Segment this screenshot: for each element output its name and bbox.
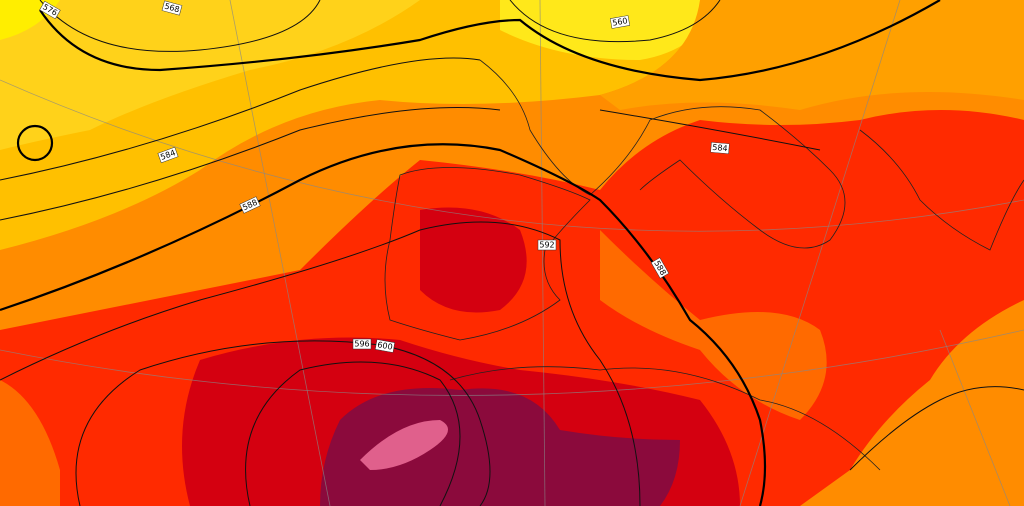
- contour: [16, 124, 54, 162]
- label-box: [537, 239, 557, 251]
- label-box: [39, 0, 61, 20]
- label-box: [609, 15, 631, 29]
- coast-north-africa: [449, 366, 881, 471]
- field-orange-ne: [600, 0, 1024, 110]
- field-pale-yellow: [500, 0, 720, 60]
- graticule: [0, 329, 1024, 396]
- field-orange-sea: [600, 230, 827, 420]
- contour-labels: 576 568 560 584 588 584 592 588 596 600: [39, 0, 730, 353]
- label-box: [239, 196, 261, 214]
- contour: [39, 0, 321, 52]
- contour-label: 592: [539, 241, 554, 250]
- graticule: [229, 0, 331, 506]
- contour: [0, 57, 481, 181]
- field-purple: [320, 388, 680, 506]
- contour-label: 600: [377, 340, 394, 352]
- contour-label: 596: [354, 340, 369, 349]
- graticule: [939, 329, 1011, 506]
- label-box: [650, 257, 670, 279]
- contour: [849, 386, 1024, 471]
- coast-iberia: [384, 167, 591, 341]
- label-box: [352, 338, 372, 350]
- contour-label: 568: [163, 2, 180, 15]
- contour: [0, 221, 641, 506]
- contour: [599, 109, 821, 151]
- contour: [39, 0, 941, 82]
- field-light-yellow: [0, 0, 420, 150]
- field-dark-red-iberia: [420, 207, 527, 313]
- contour-label: 560: [612, 16, 629, 28]
- field-orange-sw: [0, 380, 60, 506]
- graticule: [0, 79, 1024, 232]
- contour-label: 584: [712, 143, 728, 153]
- contour: [0, 143, 767, 506]
- field-pink: [360, 420, 448, 470]
- label-box: [710, 141, 730, 155]
- label-box: [161, 0, 183, 16]
- coast-france-italy: [479, 59, 846, 249]
- contour: [0, 107, 501, 221]
- label-box: [157, 146, 179, 164]
- contour: [75, 340, 491, 506]
- graticule: [739, 0, 901, 506]
- graticule: [539, 0, 546, 506]
- coast-balkans: [859, 129, 1024, 251]
- label-box: [374, 339, 396, 353]
- contour: [509, 0, 721, 43]
- contour: [245, 361, 461, 506]
